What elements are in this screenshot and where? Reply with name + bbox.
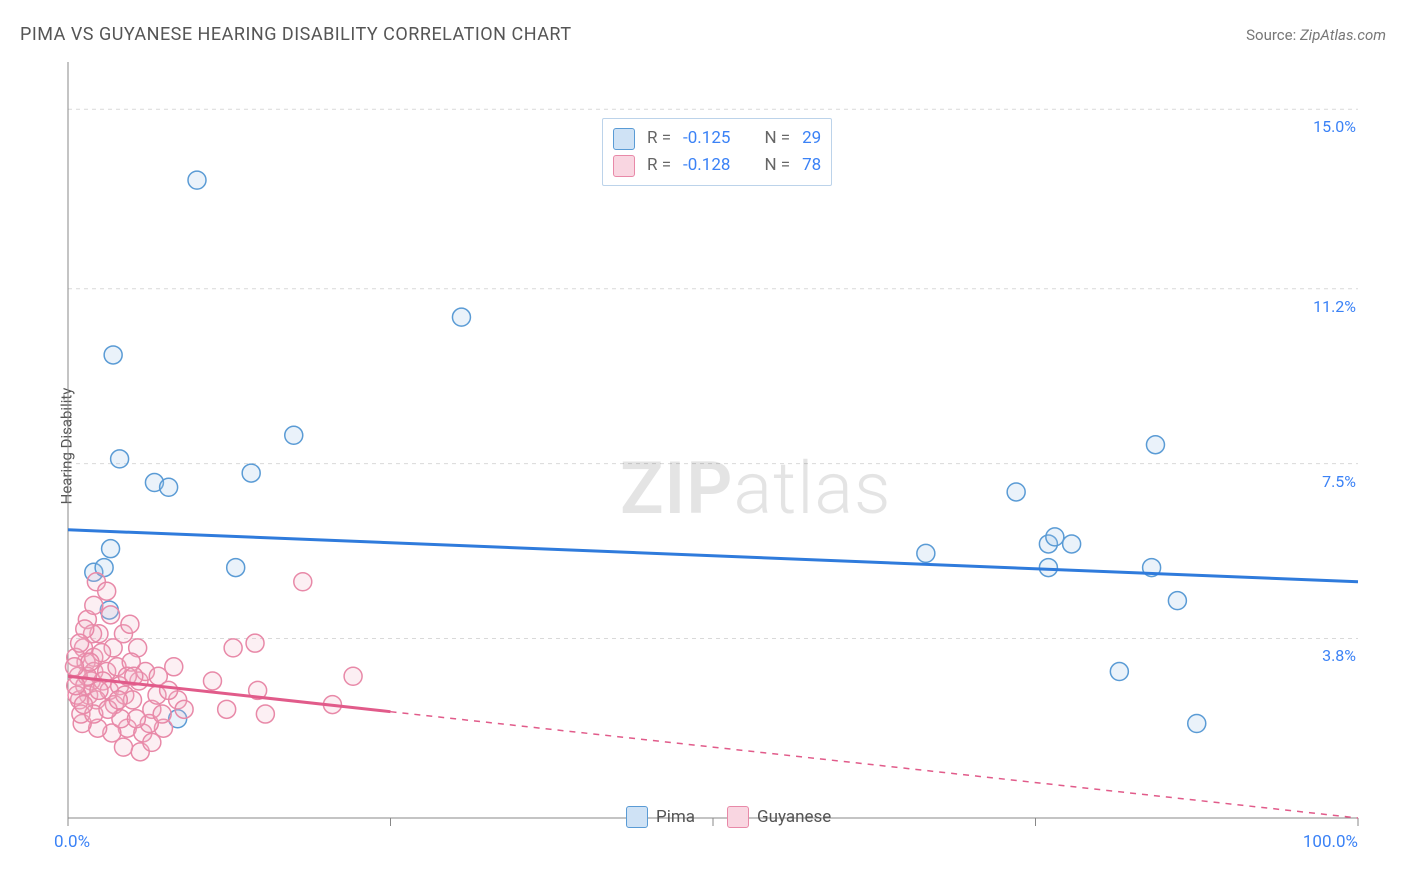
chart-title: PIMA VS GUYANESE HEARING DISABILITY CORR… — [20, 24, 572, 45]
correlation-legend: R = -0.125 N = 29 R = -0.128 N = 78 — [602, 118, 832, 186]
legend-r-value: -0.125 — [683, 125, 730, 152]
legend-swatch — [727, 806, 749, 828]
series-legend: Pima Guyanese — [626, 806, 831, 828]
legend-correlation-row: R = -0.125 N = 29 — [613, 125, 821, 152]
legend-r-value: -0.128 — [683, 152, 730, 179]
chart-source: Source: ZipAtlas.com — [1246, 26, 1386, 44]
legend-r-label: R = — [647, 152, 671, 179]
y-tick-label: 11.2% — [1313, 297, 1356, 316]
x-axis-max-label: 100.0% — [1303, 832, 1358, 852]
source-name: ZipAtlas.com — [1300, 26, 1386, 44]
legend-series-item: Pima — [626, 806, 695, 828]
chart-header: PIMA VS GUYANESE HEARING DISABILITY CORR… — [20, 24, 1386, 45]
y-tick-label: 7.5% — [1322, 472, 1356, 491]
legend-n-value: 78 — [802, 152, 821, 179]
legend-n-label: N = — [764, 152, 790, 179]
legend-swatch — [613, 128, 635, 150]
legend-correlation-row: R = -0.128 N = 78 — [613, 152, 821, 179]
legend-r-label: R = — [647, 125, 671, 152]
legend-swatch — [626, 806, 648, 828]
legend-series-name: Pima — [656, 807, 695, 827]
y-tick-label: 15.0% — [1313, 117, 1356, 136]
source-prefix: Source: — [1246, 26, 1300, 44]
x-axis-min-label: 0.0% — [54, 832, 90, 852]
plot-area: ZIPatlas R = -0.125N = 29R = -0.128N = 7… — [50, 56, 1376, 832]
legend-series-name: Guyanese — [757, 807, 831, 827]
legend-n-label: N = — [764, 125, 790, 152]
legend-series-item: Guyanese — [727, 806, 831, 828]
legend-n-value: 29 — [802, 125, 821, 152]
legend-swatch — [613, 155, 635, 177]
y-tick-label: 3.8% — [1322, 646, 1356, 665]
